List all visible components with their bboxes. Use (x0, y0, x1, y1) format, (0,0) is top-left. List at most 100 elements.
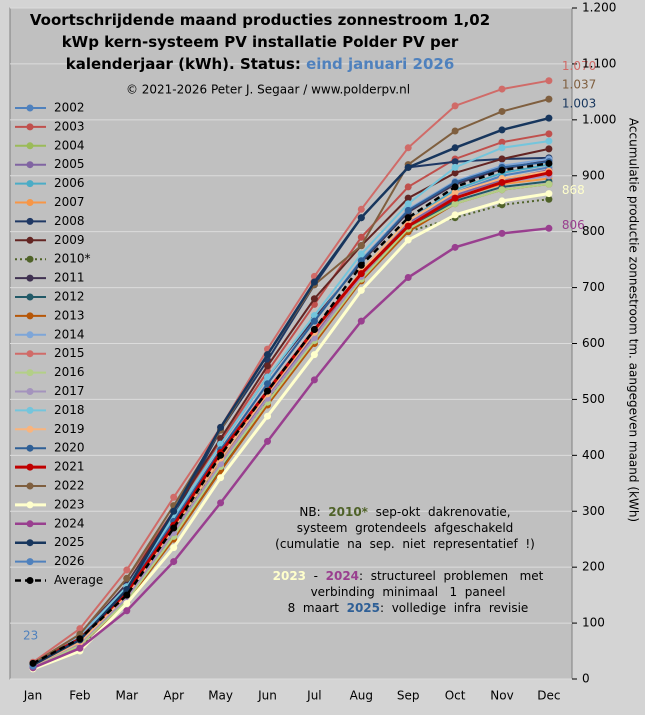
x-tick-label: Jul (306, 689, 321, 703)
x-tick-label: Mar (115, 689, 138, 703)
legend-marker (26, 236, 34, 244)
title-line: kWp kern-systeem PV installatie Polder P… (62, 33, 459, 51)
title-line: Voortschrijdende maand producties zonnes… (30, 11, 490, 29)
legend-marker (26, 331, 34, 339)
legend-marker (26, 255, 34, 263)
data-point (545, 145, 553, 153)
series-line (32, 227, 550, 669)
data-point (451, 194, 459, 202)
value-label: 868 (562, 183, 585, 197)
data-point (310, 317, 318, 325)
data-point (498, 166, 506, 174)
data-point (310, 376, 318, 384)
data-point (498, 126, 506, 134)
annotation-part: systeem grotendeels afgeschakeld (297, 521, 514, 535)
data-point (545, 130, 553, 138)
annotation: verbinding minimaal 1 paneel (311, 585, 506, 599)
x-tick-label: Nov (490, 689, 513, 703)
data-point (310, 326, 318, 334)
data-point (404, 214, 412, 222)
legend-label: 2023 (54, 497, 85, 511)
data-point (498, 186, 506, 194)
data-point (170, 493, 178, 501)
annotation: 2023 - 2024: structureel problemen met (273, 569, 544, 583)
series-line (32, 192, 550, 671)
legend-label: 2009 (54, 233, 85, 247)
legend-marker (26, 350, 34, 358)
data-point (357, 317, 365, 325)
data-point (76, 625, 84, 633)
data-point (545, 224, 553, 232)
data-point (123, 566, 131, 574)
legend-marker (26, 123, 34, 131)
annotation-part: 2025 (347, 601, 380, 615)
data-point (498, 107, 506, 115)
chart-title: kWp kern-systeem PV installatie Polder P… (62, 33, 459, 51)
annotation-part: 2024 (326, 569, 359, 583)
x-tick-label: Jan (23, 689, 43, 703)
series-line (32, 140, 550, 666)
data-point (451, 144, 459, 152)
value-label: 1.070 (562, 59, 596, 73)
legend-label: 2017 (54, 384, 85, 398)
y-tick-label: 0 (582, 672, 590, 686)
legend-marker (26, 539, 34, 547)
legend-marker (26, 161, 34, 169)
annotation-part: 8 maart (288, 601, 347, 615)
data-point (545, 77, 553, 85)
legend-label: 2022 (54, 479, 85, 493)
legend-marker (26, 425, 34, 433)
legend-label: 2013 (54, 308, 85, 322)
chart-title: Voortschrijdende maand producties zonnes… (30, 11, 490, 29)
annotation: systeem grotendeels afgeschakeld (297, 521, 514, 535)
data-point (357, 286, 365, 294)
x-tick-label: Dec (537, 689, 560, 703)
legend-marker (26, 274, 34, 282)
legend-label: 2002 (54, 101, 85, 115)
data-point (451, 189, 459, 197)
subtitle: © 2021-2026 Peter J. Segaar / www.polder… (126, 83, 410, 97)
data-point (498, 178, 506, 186)
data-point (123, 600, 131, 608)
y-tick-label: 200 (582, 560, 605, 574)
y-axis-label: Accumulatie productie zonnestroom tm. aa… (627, 118, 641, 522)
annotation: NB: 2010* sep-okt dakrenovatie, (299, 505, 510, 519)
x-tick-label: Feb (69, 689, 90, 703)
data-point (545, 195, 553, 203)
legend-marker (26, 104, 34, 112)
data-point (498, 138, 506, 146)
data-point (404, 222, 412, 230)
annotation-part: sep-okt dakrenovatie, (368, 505, 511, 519)
data-point (498, 197, 506, 205)
legend-marker (26, 444, 34, 452)
legend-marker (26, 312, 34, 320)
data-point (404, 194, 412, 202)
legend-marker (26, 406, 34, 414)
legend-label: 2015 (54, 346, 85, 360)
x-tick-label: Jun (257, 689, 277, 703)
legend-label: 2004 (54, 138, 85, 152)
legend-label: 2026 (54, 554, 85, 568)
legend-label: 2024 (54, 516, 85, 530)
data-point (545, 159, 553, 167)
value-label: 23 (23, 629, 38, 643)
legend-marker (26, 501, 34, 509)
legend-marker (26, 558, 34, 566)
data-point (357, 205, 365, 213)
annotation-part: : structureel problemen met (359, 569, 544, 583)
legend-marker (26, 293, 34, 301)
data-point (264, 373, 271, 381)
data-point (310, 351, 318, 359)
chart-title: kalenderjaar (kWh). Status: eind januari… (66, 55, 455, 73)
data-point (264, 362, 271, 370)
data-point (76, 644, 84, 652)
annotation-part: NB: (299, 505, 328, 519)
series-line (32, 116, 550, 667)
legend-label: 2011 (54, 271, 85, 285)
legend-marker (26, 217, 34, 225)
y-tick-label: 700 (582, 280, 605, 294)
data-point (451, 211, 459, 219)
legend-marker (26, 142, 34, 150)
y-tick-label: 600 (582, 336, 605, 350)
y-tick-label: 1.100 (582, 56, 616, 70)
